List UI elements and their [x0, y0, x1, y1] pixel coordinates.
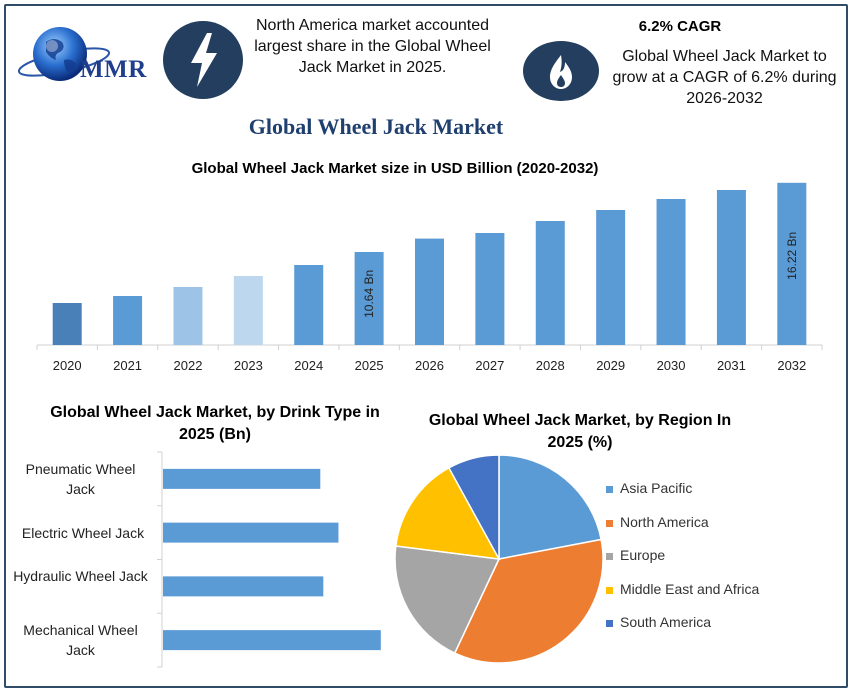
lightning-bolt-icon	[163, 21, 243, 99]
pie-slice-asia-pacific	[498, 454, 603, 560]
bar-2029	[596, 210, 626, 345]
y-tick-label: Hydraulic Wheel Jack	[13, 568, 148, 585]
page-title: Global Wheel Jack Market	[248, 114, 504, 139]
legend-label: Asia Pacific	[620, 480, 693, 496]
x-tick-label-2031: 2031	[717, 358, 746, 373]
x-tick-label-2026: 2026	[415, 358, 444, 373]
legend-label: Europe	[620, 547, 666, 563]
cagr-callout: Global Wheel Jack Market to grow at a CA…	[612, 48, 837, 107]
cagr-title: 6.2% CAGR	[638, 18, 722, 35]
bar-2023	[233, 276, 263, 345]
bar-2024	[294, 265, 324, 345]
bar-2022	[173, 287, 203, 345]
region-chart-title: Global Wheel Jack Market, by Region In 2…	[428, 412, 732, 451]
outer-frame	[4, 4, 848, 688]
pie-slice-middle-east-and-africa	[394, 466, 501, 560]
north-america-callout: North America market accounted largest s…	[254, 17, 491, 76]
x-tick-label-2029: 2029	[596, 358, 625, 373]
data-label-2032: 16.22 Bn	[785, 232, 799, 280]
hbar-pneumatic-wheel-jack	[163, 468, 321, 489]
type-chart-title: Global Wheel Jack Market, by Drink Type …	[50, 404, 380, 443]
bar-2031	[716, 190, 746, 345]
bar-2032	[777, 182, 807, 345]
x-tick-label-2028: 2028	[536, 358, 565, 373]
legend-label: South America	[620, 614, 712, 630]
x-tick-label-2021: 2021	[113, 358, 142, 373]
x-tick-label-2025: 2025	[355, 358, 384, 373]
mmr-logo	[17, 27, 111, 81]
bar-2028	[535, 221, 565, 345]
x-tick-label-2032: 2032	[777, 358, 806, 373]
legend-swatch	[606, 553, 613, 560]
bar-2027	[475, 233, 505, 345]
legend-swatch	[606, 486, 613, 493]
bar-2021	[113, 296, 143, 345]
x-tick-label-2020: 2020	[53, 358, 82, 373]
pie-slice-north-america	[453, 538, 604, 664]
legend-label: North America	[620, 513, 709, 530]
x-tick-label-2027: 2027	[475, 358, 504, 373]
logo-text: MMR	[80, 56, 147, 83]
x-tick-label-2030: 2030	[657, 358, 686, 373]
hbar-electric-wheel-jack	[163, 522, 339, 543]
legend-label: Middle East and Africa	[620, 580, 760, 597]
x-tick-label-2024: 2024	[294, 358, 323, 373]
pie-slice-europe	[394, 545, 501, 655]
pie-slice-south-america	[447, 454, 500, 560]
x-tick-label-2022: 2022	[174, 358, 203, 373]
hbar-mechanical-wheel-jack	[163, 630, 381, 651]
legend-swatch	[606, 620, 613, 627]
legend-swatch	[606, 519, 613, 527]
x-tick-label-2023: 2023	[234, 358, 263, 373]
bar-2026	[415, 238, 444, 345]
y-tick-label: Electric Wheel Jack	[21, 524, 145, 541]
legend-swatch	[606, 586, 613, 594]
hbar-hydraulic-wheel-jack	[163, 576, 324, 597]
market-size-chart-title: Global Wheel Jack Market size in USD Bil…	[191, 160, 599, 177]
bar-2025	[354, 252, 384, 345]
bar-2020	[52, 303, 82, 345]
flame-icon	[523, 41, 599, 101]
bar-2030	[656, 199, 686, 345]
y-tick-label: Pneumatic Wheel Jack	[25, 460, 136, 497]
data-label-2025: 10.64 Bn	[362, 270, 376, 318]
y-tick-label: Mechanical Wheel Jack	[23, 622, 138, 659]
